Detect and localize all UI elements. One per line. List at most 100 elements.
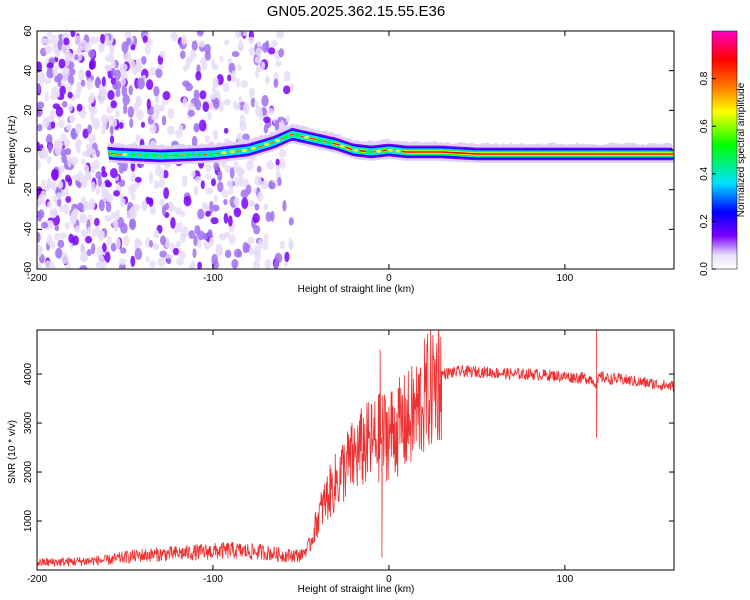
spectrogram-hotspot-core [173,153,179,157]
spectrogram-noise-cell [50,241,56,249]
colorbar-tick-label: 0.2 [699,214,710,228]
spectrogram-noise-cell [191,260,196,269]
spectrogram-noise-cell [155,68,163,79]
spectrogram-noise-cell [88,145,93,154]
spectrogram-noise-cell [166,257,172,265]
spectrogram-hotspot-core [208,152,214,156]
snr-panel: -200 -100 0 100 1000 2000 3000 4000 Height of … [7,329,675,595]
spectrogram-noise-cell [64,174,71,183]
spectrogram-noise-cell [115,88,121,98]
spectrogram-noise-cell [37,231,41,244]
spectrogram-noise-cell [108,52,115,63]
spectrogram-noise-cell [145,79,154,91]
spectrogram-noise-cell [118,162,125,174]
spectrogram-noise-cell [105,34,110,47]
spectrogram-noise-cell [87,124,93,135]
spectrogram-noise-cell [114,109,120,118]
spectrogram-noise-cell [235,77,240,88]
spectrogram-noise-cell [205,210,212,217]
spectrogram-noise-cell [44,37,52,45]
spectrogram-noise-cell [177,221,184,233]
spectrogram-noise-cell [181,175,188,188]
spectrogram-noise-cell [164,202,170,211]
spectrogram-noise-cell [243,102,250,115]
spectrogram-noise-cell [223,98,232,106]
spectrogram-noise-cell [57,80,62,88]
spectrogram-noise-cell [120,247,127,254]
spectrogram-noise-cell [46,234,53,246]
spectrogram-noise-cell [148,171,154,184]
spectrogram-noise-cell [44,91,49,102]
spectrogram-noise-cell [233,161,239,173]
spectrogram-noise-cell [164,237,170,249]
spectrogram-noise-cell [69,214,77,226]
spectrogram-noise-cell [79,109,87,119]
spectrogram-noise-cell [41,179,46,188]
spectrogram-noise-cell [136,77,145,90]
spectrogram-noise-cell [264,75,270,85]
spectrogram-noise-cell [90,106,98,115]
snr-y-tick-label: 1000 [23,509,34,532]
spectrogram-hotspot-core [122,152,128,156]
spectrogram-noise-cell [284,251,290,263]
spectrogram-noise-cell [95,171,102,180]
spectrogram-noise-cell [129,118,134,128]
spectrogram-noise-cell [67,91,73,99]
spectrogram-noise-cell [200,180,205,190]
spectrogram-noise-cell [79,265,88,269]
spectrogram-noise-cell [159,104,165,112]
spectrogram-noise-cell [98,42,104,53]
spectrogram-noise-cell [149,67,157,76]
spectrogram-noise-cell [167,125,175,136]
spectrogram-noise-cell [212,76,219,89]
spectrogram-noise-cell [80,79,86,87]
spectrogram-noise-cell [228,185,234,195]
spectrogram-noise-cell [193,89,200,102]
spectrogram-ridge-band [107,133,674,157]
spectrogram-noise-cell [213,194,218,202]
spectrogram-noise-cell [217,170,223,182]
spectrogram-noise-cell [260,61,265,72]
spectrogram-noise-cell [226,179,234,188]
spectrogram-noise-cell [135,109,144,121]
spectrogram-noise-cell [249,246,254,256]
spectrogram-noise-cell [86,248,92,257]
spectrogram-noise-cell [120,77,126,86]
spectrogram-noise-cell [253,100,259,108]
spectrogram-noise-cell [238,39,244,52]
spectrogram-y-tick-label: 60 [23,25,34,37]
spectrogram-noise-cell [202,202,208,210]
spectrogram-noise-cell [52,66,58,77]
spectrogram-noise-cell [104,64,111,72]
spectrogram-noise-cell [55,192,63,200]
spectrogram-noise-cell [84,42,92,53]
spectrogram-noise-cell [135,95,142,104]
snr-y-tick-label: 2000 [23,460,34,483]
spectrogram-noise-cell [76,103,83,112]
spectrogram-noise-cell [252,213,260,224]
spectrogram-noise-cell [248,87,255,95]
spectrogram-noise-cell [194,176,202,183]
spectrogram-noise-cell [112,218,118,228]
spectrogram-noise-cell [254,175,262,187]
spectrogram-noise-cell [130,161,136,172]
spectrogram-hotspot-core [376,149,382,153]
spectrogram-noise-cell [217,181,224,193]
spectrogram-noise-cell [231,50,240,58]
spectrogram-noise-cell [64,222,71,230]
spectrogram-noise-cell [192,248,197,259]
spectrogram-hotspot-core [151,154,157,158]
spectrogram-hotspot-core [250,146,256,151]
spectrogram-noise-cell [94,217,100,227]
spectrogram-noise-cell [128,85,133,96]
spectrogram-noise-cell [97,176,102,187]
spectrogram-noise-cell [134,247,143,260]
spectrogram-noise-cell [274,252,283,264]
spectrogram-noise-cell [110,118,118,128]
spectrogram-noise-cell [135,134,142,143]
spectrogram-hotspot-core [163,154,169,158]
spectrogram-noise-cell [109,125,114,135]
spectrogram-noise-cell [84,171,92,181]
spectrogram-noise-cell [79,215,85,224]
